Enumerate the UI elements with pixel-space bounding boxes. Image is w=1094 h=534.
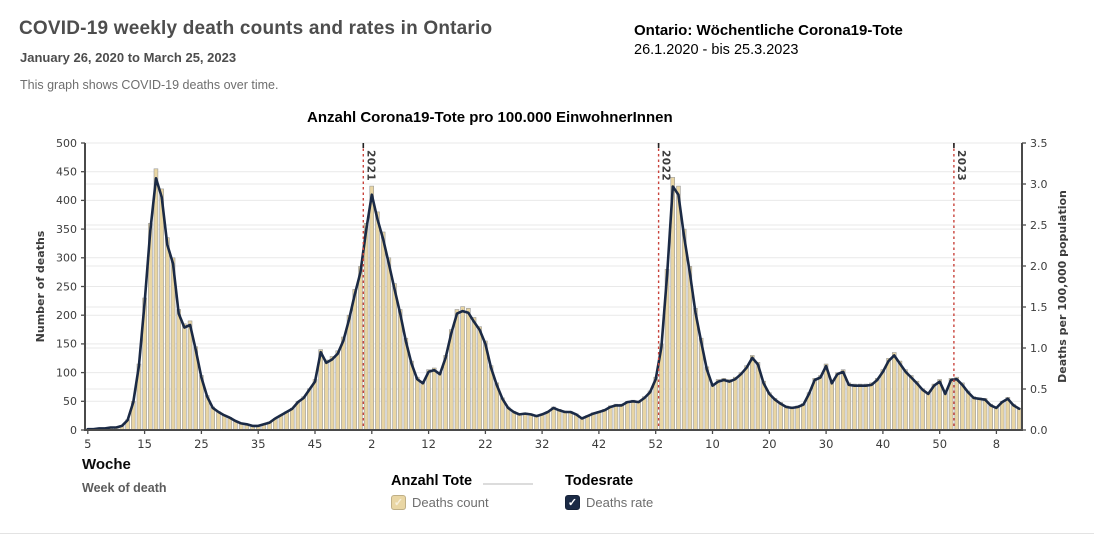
legend-label: Deaths rate	[586, 495, 654, 510]
year-marker-2023: 2023	[953, 143, 967, 430]
svg-text:100: 100	[56, 366, 77, 379]
svg-text:50: 50	[63, 395, 77, 408]
svg-text:35: 35	[251, 437, 266, 451]
chart-description: This graph shows COVID-19 deaths over ti…	[20, 78, 279, 92]
svg-text:400: 400	[56, 194, 77, 207]
svg-text:2023: 2023	[955, 150, 967, 181]
svg-text:25: 25	[194, 437, 209, 451]
svg-text:300: 300	[56, 252, 77, 265]
svg-text:500: 500	[56, 137, 77, 150]
grid-lines	[85, 142, 1022, 402]
svg-text:150: 150	[56, 338, 77, 351]
year-marker-2021: 2021	[362, 143, 376, 430]
svg-text:200: 200	[56, 309, 77, 322]
svg-text:1.5: 1.5	[1030, 301, 1048, 314]
x-axis-label: Week of death	[82, 481, 167, 495]
svg-text:22: 22	[478, 437, 493, 451]
svg-text:32: 32	[535, 437, 550, 451]
deaths-rate-line	[86, 176, 1021, 431]
svg-text:0.0: 0.0	[1030, 424, 1048, 437]
svg-text:450: 450	[56, 166, 77, 179]
svg-text:52: 52	[648, 437, 663, 451]
check-icon: ✓	[567, 497, 578, 509]
x-axis: 5 15 25 35 45 2 12 22 32 42 52 10 20 30 40 50 8	[84, 430, 1000, 451]
svg-text:50: 50	[932, 437, 947, 451]
svg-text:8: 8	[993, 437, 1000, 451]
svg-text:1.0: 1.0	[1030, 342, 1048, 355]
annotation-dates-german: 26.1.2020 - bis 25.3.2023	[634, 42, 799, 58]
svg-text:45: 45	[308, 437, 323, 451]
svg-text:0: 0	[70, 424, 77, 437]
legend-group-deaths-count: Anzahl Tote ✓ Deaths count	[391, 473, 489, 510]
svg-text:20: 20	[762, 437, 777, 451]
annotation-title-german: Ontario: Wöchentliche Corona19-Tote	[634, 22, 903, 39]
svg-text:2: 2	[368, 437, 375, 451]
chart-canvas: 2021 2022 20230501001502002503003504004505…	[34, 137, 1069, 451]
svg-text:3.5: 3.5	[1030, 137, 1048, 150]
legend-group-deaths-rate: Todesrate ✓ Deaths rate	[565, 473, 653, 510]
svg-text:10: 10	[705, 437, 720, 451]
page-title: COVID-19 weekly death counts and rates i…	[19, 18, 493, 39]
svg-text:2.0: 2.0	[1030, 260, 1048, 273]
svg-text:0.5: 0.5	[1030, 383, 1048, 396]
svg-text:2.5: 2.5	[1030, 219, 1048, 232]
legend-divider	[483, 483, 533, 485]
date-range: January 26, 2020 to March 25, 2023	[20, 50, 237, 65]
legend-label: Deaths count	[412, 495, 489, 510]
legend-heading-german: Anzahl Tote	[391, 473, 473, 489]
deaths-count-checkbox[interactable]: ✓	[391, 495, 406, 510]
svg-text:350: 350	[56, 223, 77, 236]
svg-text:250: 250	[56, 280, 77, 293]
deaths-count-bars	[85, 168, 1022, 431]
check-icon: ✓	[393, 497, 404, 509]
svg-text:Deaths per 100,000 population: Deaths per 100,000 population	[1056, 190, 1069, 383]
y-axis-left: 0 50 100 150 200 250 300 350 400 450 500 Number of …	[34, 137, 85, 437]
svg-text:Number of deaths: Number of deaths	[34, 230, 47, 342]
svg-text:15: 15	[137, 437, 152, 451]
svg-text:2022: 2022	[660, 150, 672, 181]
legend-heading-german: Todesrate	[565, 473, 634, 489]
year-marker-2022: 2022	[657, 143, 672, 430]
svg-text:42: 42	[592, 437, 607, 451]
svg-text:30: 30	[819, 437, 834, 451]
svg-text:2021: 2021	[364, 150, 376, 181]
y-axis-right: 0.0 0.5 1.0 1.5 2.0 2.5 3.0 3.5 Deaths per 100,0…	[1022, 137, 1069, 437]
svg-text:3.0: 3.0	[1030, 178, 1048, 191]
x-axis-label-german: Woche	[82, 456, 131, 473]
svg-text:40: 40	[876, 437, 891, 451]
svg-text:5: 5	[84, 437, 91, 451]
deaths-rate-checkbox[interactable]: ✓	[565, 495, 580, 510]
chart-heading-german: Anzahl Corona19-Tote pro 100.000 Einwohn…	[307, 109, 673, 126]
svg-text:12: 12	[421, 437, 436, 451]
